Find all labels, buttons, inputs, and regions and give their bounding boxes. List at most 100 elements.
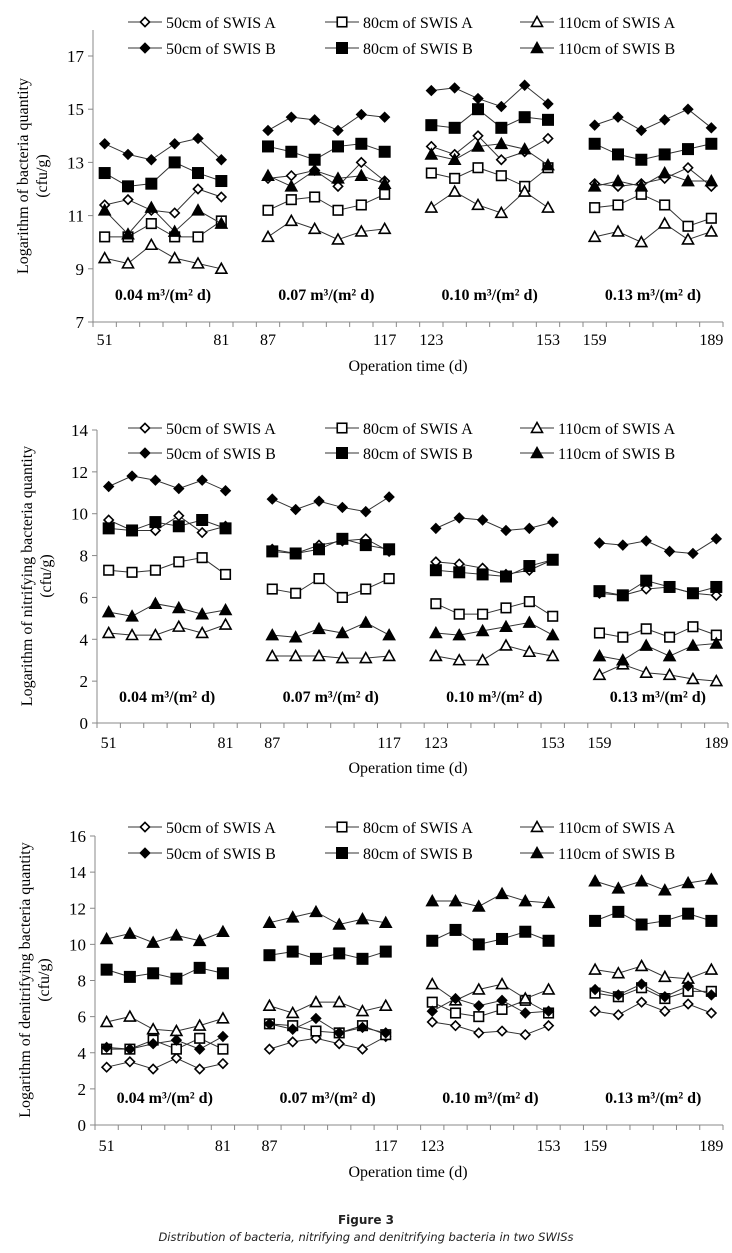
data-point (635, 153, 648, 166)
data-point (308, 114, 321, 126)
x-tick-label: 123 (424, 735, 448, 752)
data-point (125, 609, 139, 622)
series-line (594, 193, 712, 227)
group-label: 0.04 m³/(m² d) (119, 689, 215, 706)
data-point (589, 202, 601, 214)
data-point (331, 232, 345, 245)
data-point (686, 671, 700, 685)
data-point (635, 918, 648, 931)
data-point (635, 996, 648, 1008)
data-point (216, 1011, 230, 1024)
data-point (382, 648, 396, 662)
data-point (379, 945, 392, 958)
legend-label: 50cm of SWIS B (166, 846, 276, 863)
data-point (147, 1063, 159, 1075)
legend-label: 80cm of SWIS A (363, 15, 473, 32)
series-line (104, 137, 222, 161)
data-point (169, 928, 184, 941)
legend-label: 110cm of SWIS A (558, 421, 676, 438)
data-point (612, 199, 624, 211)
series-50cm-of-swis-b (98, 79, 718, 166)
y-axis-unit-label: (cfu/g) (38, 554, 55, 598)
series-80cm-of-swis-b (98, 103, 718, 193)
legend-marker (530, 819, 544, 833)
legend-label: 110cm of SWIS B (558, 846, 675, 863)
data-point (167, 224, 182, 237)
data-point (682, 143, 694, 156)
data-point (634, 874, 649, 887)
data-point (495, 154, 508, 166)
data-point (611, 966, 626, 979)
data-point (587, 229, 602, 243)
data-point (663, 580, 676, 593)
data-point (215, 191, 228, 203)
legend-label: 50cm of SWIS B (166, 446, 276, 463)
data-point (192, 167, 204, 180)
data-point (192, 183, 204, 195)
data-point (705, 989, 718, 1001)
legend-item: 110cm of SWIS A (520, 819, 676, 837)
data-point (378, 915, 393, 928)
data-point (496, 1025, 508, 1037)
legend-item: 50cm of SWIS B (128, 446, 276, 463)
legend-marker (139, 847, 151, 859)
data-point (383, 573, 395, 585)
data-point (541, 158, 555, 171)
legend-item: 110cm of SWIS A (520, 420, 676, 438)
data-point (288, 630, 303, 643)
group-label: 0.04 m³/(m² d) (115, 287, 211, 304)
data-point (285, 194, 297, 206)
data-point (261, 168, 275, 181)
data-point (170, 1034, 183, 1046)
data-point (102, 480, 115, 493)
data-point (144, 200, 159, 213)
data-point (331, 171, 345, 184)
data-point (473, 1011, 485, 1023)
data-point (194, 1032, 206, 1044)
data-point (426, 1005, 438, 1017)
data-point (589, 914, 602, 927)
series-110cm-of-swis-b (101, 596, 724, 666)
data-point (471, 982, 486, 995)
data-point (523, 560, 536, 573)
series-line (594, 965, 712, 980)
data-point (355, 912, 370, 925)
legend-label: 80cm of SWIS A (363, 820, 473, 837)
data-point (473, 1000, 485, 1012)
group-label: 0.07 m³/(m² d) (278, 287, 374, 304)
data-point (171, 600, 186, 614)
data-point (149, 524, 162, 537)
data-point (426, 1016, 438, 1028)
data-point (499, 619, 513, 633)
data-point (542, 113, 554, 126)
data-point (147, 1038, 159, 1050)
data-point (472, 92, 484, 105)
data-point (285, 910, 300, 923)
series-110cm-of-swis-b (97, 136, 719, 240)
data-point (659, 199, 671, 211)
legend-item: 80cm of SWIS A (325, 421, 473, 438)
data-point (265, 628, 280, 641)
x-tick-label: 87 (264, 735, 280, 752)
data-point (355, 199, 367, 211)
data-point (192, 132, 204, 145)
data-point (377, 221, 392, 235)
data-point (634, 179, 649, 192)
group-label: 0.04 m³/(m² d) (117, 1090, 213, 1107)
data-point (217, 1057, 229, 1070)
data-point (545, 628, 560, 641)
series-110cm-of-swis-b (99, 872, 719, 948)
data-point (472, 162, 484, 174)
data-point (448, 121, 461, 134)
x-tick-label: 189 (699, 1138, 723, 1155)
legend-label: 50cm of SWIS B (166, 41, 276, 58)
data-point (122, 193, 134, 206)
data-point (146, 1022, 161, 1035)
data-point (425, 893, 440, 907)
data-point (475, 623, 490, 637)
data-point (266, 545, 279, 558)
x-tick-label: 117 (377, 735, 400, 752)
data-point (358, 650, 373, 664)
data-point (588, 137, 601, 150)
series-80cm-of-swis-a (103, 552, 722, 643)
